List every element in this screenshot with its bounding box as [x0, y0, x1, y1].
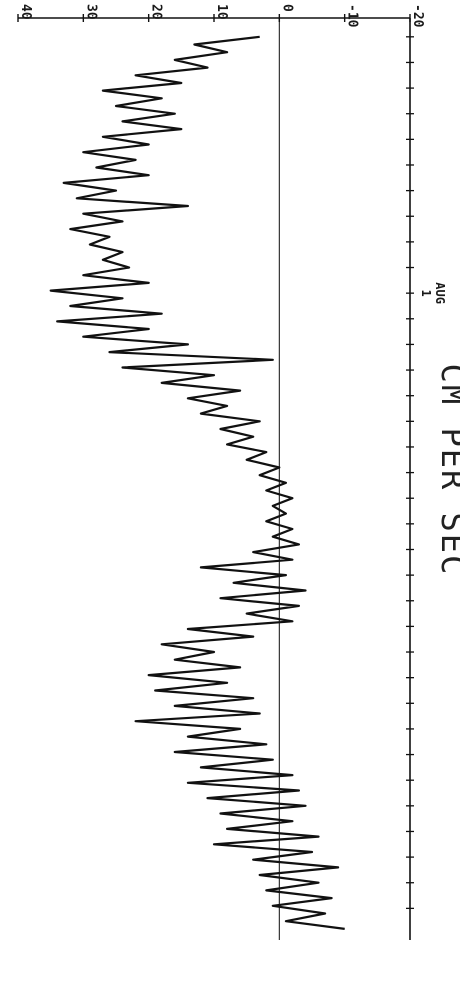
chart-axes [18, 17, 411, 940]
value-tick-label: 0 [279, 4, 294, 12]
y-axis-label: CM PER SEC [434, 364, 460, 577]
value-tick-label: -20 [410, 4, 425, 28]
value-tick-label: 10 [214, 4, 229, 20]
chart-labels: 40 30 20 10 0 -10 -20 1 AUG [18, 4, 447, 304]
value-tick-label: 30 [83, 4, 98, 20]
date-label-month: AUG [433, 282, 447, 304]
chart-series [49, 35, 345, 930]
value-tick-label: 20 [149, 4, 164, 20]
series-line [49, 35, 345, 930]
chart-ticks [17, 14, 414, 910]
value-tick-label: 40 [18, 4, 33, 20]
value-tick-label: -10 [345, 4, 360, 28]
date-label-day: 1 [419, 290, 433, 297]
